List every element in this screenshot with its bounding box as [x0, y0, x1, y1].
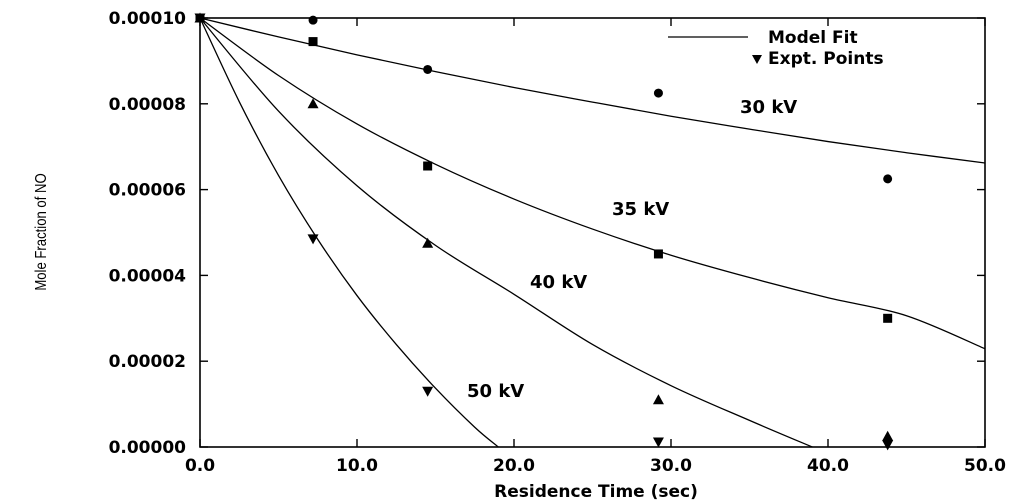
- x-tick-label: 10.0: [336, 456, 378, 476]
- data-point-35-kv: [423, 161, 433, 171]
- legend-label-model-fit: Model Fit: [768, 28, 858, 48]
- fit-curve-40-kv: [199, 17, 813, 448]
- data-point-50-kv: [307, 234, 319, 245]
- x-tick-label: 30.0: [650, 456, 692, 476]
- x-tick-label: 40.0: [807, 456, 849, 476]
- data-point-50-kv: [882, 440, 894, 451]
- data-point-40-kv: [882, 430, 894, 441]
- axis-ticks: [199, 17, 986, 448]
- data-point-40-kv: [307, 98, 319, 109]
- y-tick-label: 0.00008: [109, 95, 186, 115]
- plot-frame: [199, 17, 986, 448]
- data-point-35-kv: [883, 313, 893, 323]
- data-point-50-kv: [652, 437, 664, 448]
- model-fit-curves: [199, 17, 986, 448]
- legend-triangle-down-swatch: [752, 55, 762, 64]
- data-point-50-kv: [422, 386, 434, 397]
- x-tick-label: 20.0: [493, 456, 535, 476]
- data-point-30-kv: [653, 88, 663, 98]
- data-point-50-kv: [194, 13, 206, 24]
- curve-label-35-kv: 35 kV: [612, 199, 669, 220]
- data-point-30-kv: [308, 15, 318, 25]
- legend: Model Fit Expt. Points: [668, 28, 884, 69]
- y-tick-labels: 0.00000 0.00002 0.00004 0.00006 0.00008 0.000…: [109, 9, 187, 458]
- fit-curve-35-kv: [199, 17, 986, 350]
- x-tick-label: 50.0: [964, 456, 1006, 476]
- fit-curve-50-kv: [199, 17, 499, 448]
- x-tick-label: 0.0: [185, 456, 215, 476]
- y-axis-title: Mole Fraction of NO: [33, 173, 50, 290]
- data-point-35-kv: [308, 37, 318, 47]
- curve-label-50-kv: 50 kV: [467, 381, 524, 402]
- y-tick-label: 0.00006: [109, 181, 186, 201]
- data-point-30-kv: [883, 174, 893, 184]
- curve-label-40-kv: 40 kV: [530, 272, 587, 293]
- data-point-40-kv: [422, 237, 434, 248]
- curve-labels: 30 kV 35 kV 40 kV 50 kV: [467, 97, 797, 402]
- y-tick-label: 0.00010: [109, 9, 187, 29]
- experimental-points: [194, 12, 894, 451]
- y-tick-label: 0.00002: [109, 352, 186, 372]
- y-tick-label: 0.00004: [109, 266, 187, 286]
- fit-curve-30-kv: [199, 17, 986, 164]
- legend-label-expt-points: Expt. Points: [768, 49, 884, 69]
- y-tick-label: 0.00000: [109, 438, 187, 458]
- data-point-30-kv: [423, 64, 433, 74]
- x-axis-title: Residence Time (sec): [494, 482, 698, 502]
- x-tick-labels: 0.0 10.0 20.0 30.0 40.0 50.0: [185, 456, 1006, 476]
- data-point-35-kv: [653, 249, 663, 259]
- curve-label-30-kv: 30 kV: [740, 97, 797, 118]
- data-point-40-kv: [652, 394, 664, 405]
